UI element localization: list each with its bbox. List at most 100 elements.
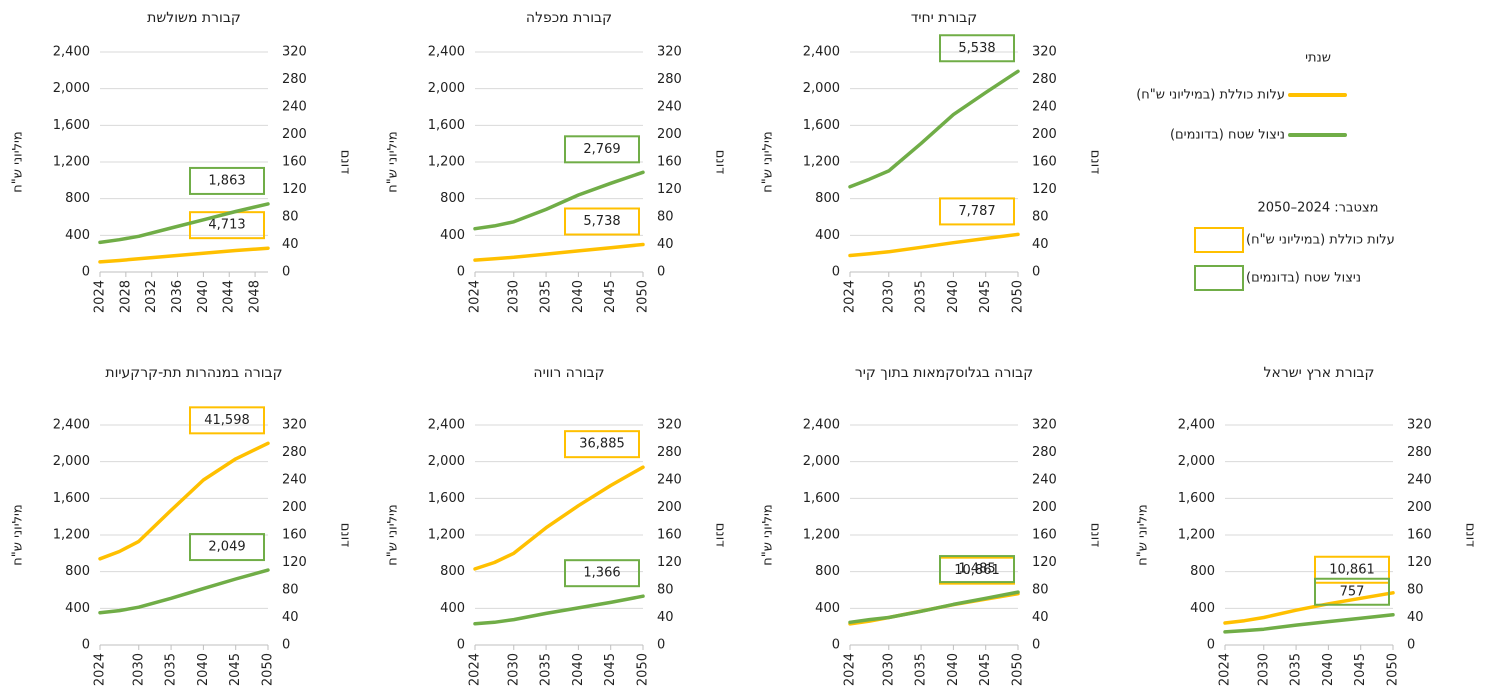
y2-axis-label: דונם [1088, 523, 1103, 547]
y2-tick-label: 240 [657, 100, 682, 115]
series-line [473, 465, 645, 571]
x-tick-label: 2035 [914, 653, 929, 686]
y2-tick-label: 280 [1032, 72, 1057, 87]
y2-tick-label: 320 [282, 45, 307, 60]
y2-tick-label: 40 [282, 237, 299, 252]
y-tick-label: 0 [832, 265, 840, 280]
total-label: 1,863 [208, 173, 245, 188]
y2-tick-label: 0 [282, 265, 290, 280]
series-line [98, 441, 270, 561]
y2-tick-label: 40 [1407, 610, 1424, 625]
y2-tick-label: 0 [657, 638, 665, 653]
x-tick-label: 2050 [636, 653, 651, 686]
y-axis-label: מיליוני ש"ח [11, 131, 26, 193]
y-tick-label: 2,000 [428, 454, 465, 469]
y-axis-label: מיליוני ש"ח [761, 131, 776, 193]
y2-tick-label: 200 [1407, 500, 1432, 515]
y-axis-label: מיליוני ש"ח [386, 131, 401, 193]
y2-tick-label: 160 [1407, 528, 1432, 543]
y-tick-label: 800 [1190, 564, 1215, 579]
y2-axis-label: דונם [713, 523, 728, 547]
y-axis-label: מיליוני ש"ח [761, 504, 776, 566]
y2-tick-label: 240 [282, 100, 307, 115]
y-tick-label: 2,000 [53, 454, 90, 469]
series-line [473, 170, 645, 231]
x-tick-label: 2040 [196, 653, 211, 686]
x-tick-label: 2030 [881, 653, 896, 686]
x-tick-label: 2045 [978, 280, 993, 313]
y2-tick-label: 40 [657, 610, 674, 625]
y-tick-label: 400 [65, 601, 90, 616]
total-label: 41,598 [204, 413, 250, 428]
y-tick-label: 0 [82, 265, 90, 280]
y2-axis-label: דונם [1088, 150, 1103, 174]
series-line [98, 568, 270, 615]
y-tick-label: 1,200 [53, 155, 90, 170]
y2-tick-label: 40 [657, 237, 674, 252]
legend-label: ניצול שטח (בדונמים) [1246, 271, 1361, 286]
y-tick-label: 400 [815, 228, 840, 243]
x-tick-label: 2024 [93, 653, 108, 686]
chart-title: קבורה רוויה [533, 365, 604, 381]
chart-title: קבורת יחיד [911, 10, 977, 26]
total-box [564, 207, 640, 236]
total-box [1314, 577, 1390, 606]
y2-tick-label: 320 [1032, 45, 1057, 60]
y2-tick-label: 320 [1032, 418, 1057, 433]
y2-axis-label: דונם [338, 523, 353, 547]
x-tick-label: 2024 [843, 653, 858, 686]
x-tick-label: 2028 [118, 280, 133, 313]
y2-tick-label: 120 [282, 182, 307, 197]
total-box [189, 533, 265, 562]
legend-title: שנתי [1305, 51, 1331, 66]
x-tick-label: 2050 [636, 280, 651, 313]
series-line [848, 232, 1020, 258]
y2-tick-label: 240 [1032, 100, 1057, 115]
y2-tick-label: 320 [657, 418, 682, 433]
y-axis-label: מיליוני ש"ח [11, 504, 26, 566]
y-tick-label: 800 [815, 564, 840, 579]
y-tick-label: 2,400 [803, 418, 840, 433]
x-tick-label: 2035 [539, 280, 554, 313]
total-box [939, 34, 1015, 63]
y-tick-label: 1,600 [428, 491, 465, 506]
x-tick-label: 2050 [1011, 280, 1026, 313]
x-tick-label: 2030 [1256, 653, 1271, 686]
x-tick-label: 2030 [131, 653, 146, 686]
x-tick-label: 2045 [603, 653, 618, 686]
x-tick-label: 2040 [946, 653, 961, 686]
x-tick-label: 2045 [603, 280, 618, 313]
y2-tick-label: 0 [282, 638, 290, 653]
y2-tick-label: 200 [657, 127, 682, 142]
total-label: 36,885 [579, 437, 625, 452]
y-axis-label: מיליוני ש"ח [1136, 504, 1151, 566]
total-box [189, 166, 265, 195]
series-line [473, 242, 645, 262]
y2-tick-label: 200 [1032, 500, 1057, 515]
y-tick-label: 1,600 [803, 118, 840, 133]
total-label: 10,861 [1329, 562, 1375, 577]
y-tick-label: 400 [815, 601, 840, 616]
y-tick-label: 0 [457, 638, 465, 653]
y2-tick-label: 120 [282, 555, 307, 570]
total-label: 10,861 [954, 563, 1000, 578]
y-tick-label: 800 [440, 191, 465, 206]
y-tick-label: 1,200 [1178, 528, 1215, 543]
y-tick-label: 400 [1190, 601, 1215, 616]
x-tick-label: 2035 [1289, 653, 1304, 686]
total-label: 1,366 [583, 566, 620, 581]
x-tick-label: 2030 [881, 280, 896, 313]
x-tick-label: 2050 [1011, 653, 1026, 686]
series-line [98, 202, 270, 245]
legend-label: ניצול שטח (בדונמים) [1170, 128, 1285, 143]
x-tick-label: 2035 [914, 280, 929, 313]
y-tick-label: 1,600 [428, 118, 465, 133]
y2-tick-label: 160 [282, 155, 307, 170]
x-tick-label: 2045 [228, 653, 243, 686]
total-box [939, 555, 1015, 584]
y2-tick-label: 80 [1407, 583, 1424, 598]
chart-title: קבורה במנהרות תת-קרקעיות [105, 365, 282, 381]
y-tick-label: 2,400 [428, 45, 465, 60]
y-axis-label: מיליוני ש"ח [386, 504, 401, 566]
y2-tick-label: 120 [657, 555, 682, 570]
